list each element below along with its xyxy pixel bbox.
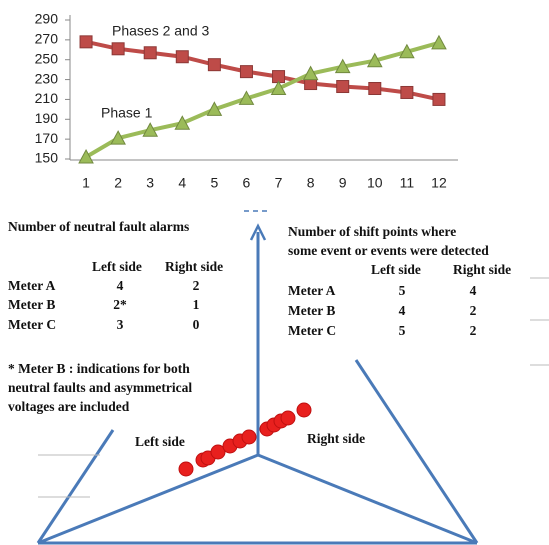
table-cell: 5 [399, 283, 406, 298]
table-cell: 0 [193, 317, 200, 332]
table-cell: 3 [117, 317, 124, 332]
x-tick-label: 2 [114, 175, 122, 191]
note: * Meter B : indications for both [8, 361, 190, 376]
column-header: Right side [165, 259, 223, 274]
x-tick-label: 5 [210, 175, 218, 191]
marker [176, 51, 188, 63]
table-cell: 2 [470, 303, 477, 318]
figure: 150170190210230250270290123456789101112P… [0, 0, 549, 545]
marker [144, 47, 156, 59]
marker [112, 43, 124, 55]
x-tick-label: 6 [243, 175, 251, 191]
page: 150170190210230250270290123456789101112P… [0, 0, 549, 545]
table-cell: Meter A [8, 278, 56, 293]
note: voltages are included [8, 399, 130, 414]
x-tick-label: 7 [275, 175, 283, 191]
y-tick-label: 250 [35, 50, 59, 66]
note: neutral faults and asymmetrical [8, 380, 192, 395]
table-cell: 2* [113, 297, 127, 312]
x-tick-label: 12 [431, 175, 447, 191]
x-tick-label: 8 [307, 175, 315, 191]
diagram-label: Left side [135, 434, 185, 449]
table-cell: Meter A [288, 283, 336, 298]
table-cell: 4 [470, 283, 477, 298]
column-header: Left side [371, 262, 421, 277]
y-tick-label: 230 [35, 70, 59, 86]
table-cell: 1 [193, 297, 200, 312]
marker [337, 81, 349, 93]
y-tick-label: 170 [35, 130, 59, 146]
marker [369, 83, 381, 95]
x-tick-label: 1 [82, 175, 90, 191]
table-title: Number of neutral fault alarms [8, 219, 189, 234]
marker [401, 86, 413, 98]
series-line [86, 42, 439, 100]
y-tick-label: 270 [35, 31, 59, 47]
table-cell: Meter B [8, 297, 55, 312]
x-tick-label: 9 [339, 175, 347, 191]
x-tick-label: 11 [400, 175, 415, 191]
table-cell: 5 [399, 323, 406, 338]
diagram-label: Right side [307, 431, 365, 446]
series-label: Phases 2 and 3 [112, 23, 210, 39]
table-cell: Meter C [288, 323, 336, 338]
table-cell: Meter B [288, 303, 335, 318]
marker [208, 59, 220, 71]
marker [80, 36, 92, 48]
column-header: Left side [92, 259, 142, 274]
x-tick-label: 10 [367, 175, 383, 191]
table-cell: Meter C [8, 317, 56, 332]
table-cell: 2 [193, 278, 200, 293]
x-tick-label: 3 [146, 175, 154, 191]
table-cell: 2 [470, 323, 477, 338]
event-dots [179, 403, 311, 476]
series-line [86, 43, 439, 157]
tables: Left side Right side Number of neutral f… [8, 211, 549, 543]
y-tick-label: 290 [35, 11, 59, 27]
marker [433, 93, 445, 105]
table-cell: 4 [117, 278, 124, 293]
column-header: Right side [453, 262, 511, 277]
y-tick-label: 210 [35, 90, 59, 106]
table-title: some event or events were detected [288, 243, 489, 258]
series-label: Phase 1 [101, 105, 153, 121]
x-tick-label: 4 [178, 175, 186, 191]
table-cell: 4 [399, 303, 406, 318]
y-tick-label: 190 [35, 110, 59, 126]
marker [240, 66, 252, 78]
table-title: Number of shift points where [288, 224, 456, 239]
y-tick-label: 150 [35, 150, 59, 166]
